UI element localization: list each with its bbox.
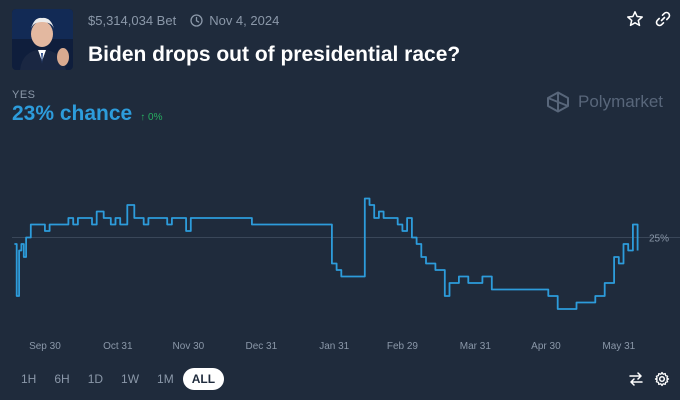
end-date-text: Nov 4, 2024 <box>209 12 280 28</box>
outcome-label: YES <box>12 89 36 101</box>
swap-icon[interactable] <box>628 371 644 387</box>
y-tick-label: 25% <box>649 234 669 245</box>
range-button-1m[interactable]: 1M <box>157 372 174 386</box>
star-icon[interactable] <box>626 10 644 28</box>
chance-row: 23% chance ↑ 0% <box>12 102 162 126</box>
market-meta: $5,314,034 Bet Nov 4, 2024 <box>88 12 279 28</box>
chance-value: 23% chance <box>12 102 133 125</box>
change-indicator: ↑ 0% <box>140 112 163 123</box>
series-line-yes <box>14 197 639 310</box>
link-icon[interactable] <box>654 10 672 28</box>
market-actions <box>626 10 672 28</box>
range-button-1h[interactable]: 1H <box>21 372 37 386</box>
x-tick-label: Apr 30 <box>531 341 561 352</box>
x-tick-label: Sep 30 <box>29 341 61 352</box>
range-button-1w[interactable]: 1W <box>121 372 140 386</box>
x-tick-label: Dec 31 <box>245 341 277 352</box>
x-tick-label: Mar 31 <box>460 341 492 352</box>
time-range-selector: 1H 6H 1D 1W 1M ALL <box>12 368 225 390</box>
market-title: Biden drops out of presidential race? <box>88 43 461 66</box>
x-tick-label: Nov 30 <box>173 341 205 352</box>
polymarket-logo-icon <box>547 91 569 113</box>
range-button-all[interactable]: ALL <box>182 368 225 390</box>
x-tick-label: May 31 <box>602 341 635 352</box>
chart-controls <box>628 371 670 387</box>
price-chart[interactable]: 25% Sep 30 Oct 31 Nov 30 Dec 31 Jan 31 Feb 29 M… <box>0 140 680 360</box>
gear-icon[interactable] <box>654 371 670 387</box>
volume-text: $5,314,034 Bet <box>88 12 177 28</box>
x-tick-label: Oct 31 <box>103 341 133 352</box>
candidate-avatar <box>12 9 73 70</box>
polymarket-logo: Polymarket <box>546 91 663 113</box>
x-tick-label: Jan 31 <box>319 341 349 352</box>
x-tick-label: Feb 29 <box>387 341 419 352</box>
range-button-6h[interactable]: 6H <box>54 372 70 386</box>
brand-name: Polymarket <box>578 92 664 111</box>
clock-icon <box>190 13 203 27</box>
range-button-1d[interactable]: 1D <box>87 372 104 386</box>
